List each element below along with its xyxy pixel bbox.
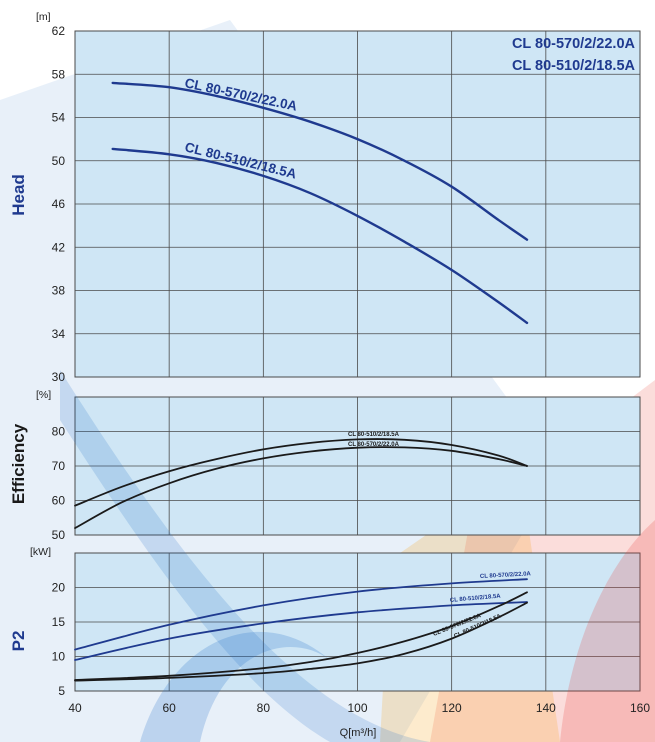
series-line-power-3 [74,591,528,681]
x-tick-label: 80 [257,701,271,715]
y-tick-label-head: 34 [52,327,66,341]
x-tick-label: 60 [162,701,176,715]
y-tick-label-efficiency: 70 [52,459,66,473]
efficiency-axis-title: Efficiency [9,423,28,504]
y-tick-label-head: 58 [52,67,66,81]
plot-frame [74,552,641,692]
series-line-head-1 [111,81,529,241]
curve-label-p2-22kw-blue: CL 80-570/2/22.0A [480,571,532,580]
watermark-swoosh-red [560,520,655,742]
tick-labels: 30 34 38 42 46 50 54 58 62 50 60 70 80 5 10 15 20 40 60 80 1… [52,24,651,715]
y-tick-label-head: 42 [52,240,66,254]
x-tick-label: 100 [347,701,367,715]
y-tick-label-head: 38 [52,284,66,298]
plot-frame [74,396,641,536]
series-line-head-2 [111,147,529,325]
x-tick-label: 140 [536,701,556,715]
chart-title-line-1: CL 80-570/2/22.0A [512,36,636,52]
curve-label-eff-18kw: CL 80-510/2/18.5A [348,432,400,438]
plot-frame [74,30,641,378]
curve-label-eff-22kw: CL 80-570/2/22.0A [348,442,400,448]
series-line-power-2 [74,601,528,661]
series-line-efficiency-1 [74,438,528,507]
curve-label-p2-18kw-blue: CL 80-510/2/18.5A [450,594,502,604]
y-tick-label-power: 10 [52,650,66,664]
series-line-power-1 [74,578,528,651]
y-tick-label-head: 62 [52,24,66,38]
watermark-overlay [60,370,655,742]
chart-title-line-2: CL 80-510/2/18.5A [512,58,636,74]
head-axis-title: Head [9,174,28,216]
y-tick-label-head: 54 [52,111,66,125]
y-tick-label-power: 20 [52,581,66,595]
series-line-efficiency-2 [74,446,528,529]
y-tick-label-efficiency: 80 [52,425,66,439]
y-tick-label-efficiency: 60 [52,494,66,508]
watermark-swoosh-blue [60,370,430,742]
x-tick-label: 120 [442,701,462,715]
efficiency-unit-label: [%] [36,389,51,401]
plot-panels [74,30,641,692]
y-tick-label-head: 30 [52,370,66,384]
watermark-swoosh-blue-2 [140,631,330,742]
x-axis-label: Q[m³/h] [340,727,377,739]
y-tick-label-power: 5 [58,684,65,698]
power-axis-title: P2 [9,631,28,652]
y-tick-label-head: 46 [52,197,66,211]
x-tick-label: 160 [630,701,650,715]
power-unit-label: [kW] [30,546,51,558]
head-unit-label: [m] [36,11,51,23]
x-tick-label: 40 [68,701,82,715]
y-tick-label-head: 50 [52,154,66,168]
series-line-power-4 [74,601,528,682]
y-tick-label-efficiency: 50 [52,528,66,542]
y-tick-label-power: 15 [52,615,66,629]
